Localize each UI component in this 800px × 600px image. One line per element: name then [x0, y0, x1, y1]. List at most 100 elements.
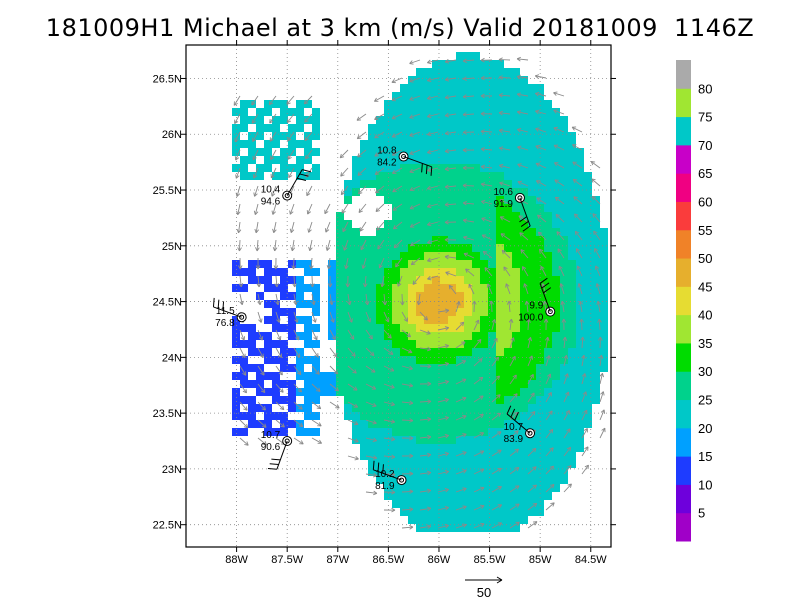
wind-cell: [376, 428, 384, 436]
wind-vector: [419, 311, 428, 321]
wind-cell: [464, 172, 472, 180]
wind-cell: [496, 300, 504, 308]
wind-vector-head: [496, 431, 502, 436]
wind-vector: [362, 257, 367, 269]
wind-cell: [296, 300, 304, 308]
wind-cell: [568, 220, 576, 228]
wind-vector-head: [546, 373, 552, 378]
wind-cell: [448, 284, 456, 292]
wind-vector-head: [252, 137, 257, 142]
wind-vector: [238, 221, 241, 233]
wind-vector: [427, 239, 439, 244]
wind-vector-head: [427, 452, 432, 458]
wind-cell: [592, 260, 600, 268]
wind-vector-head: [463, 252, 469, 257]
wind-cell: [528, 188, 536, 196]
wind-cell: [368, 260, 376, 268]
wind-cell: [528, 316, 536, 324]
wind-cell: [488, 428, 496, 436]
wind-cell: [464, 380, 472, 388]
wind-cell: [384, 132, 392, 140]
wind-cell: [560, 212, 568, 220]
wind-cell: [456, 380, 464, 388]
wind-vector: [401, 508, 414, 511]
wind-cell: [448, 140, 456, 148]
wind-cell: [496, 76, 504, 84]
wind-cell: [504, 204, 512, 212]
wind-vector-head: [316, 404, 322, 410]
wind-cell: [272, 388, 280, 396]
wind-cell: [464, 100, 472, 108]
wind-vector: [437, 452, 449, 457]
wind-cell: [512, 260, 520, 268]
wind-cell: [448, 516, 456, 524]
wind-cell: [576, 292, 584, 300]
wind-cell: [560, 268, 568, 276]
wind-vector-head: [296, 353, 301, 358]
wind-cell: [232, 108, 240, 116]
wind-cell: [488, 484, 496, 492]
wind-vector: [455, 321, 465, 331]
wind-vector-head: [274, 283, 279, 288]
wind-vector-head: [516, 110, 522, 115]
wind-cell: [400, 388, 408, 396]
wind-cell: [504, 332, 512, 340]
wind-cell: [560, 284, 568, 292]
wind-vector: [365, 437, 377, 442]
wind-vector: [535, 75, 547, 79]
wind-vector: [463, 252, 475, 259]
wind-vector: [409, 167, 421, 173]
wind-cell: [536, 476, 544, 484]
wind-cell: [560, 332, 568, 340]
wind-vector-head: [462, 433, 467, 438]
wind-cell: [400, 84, 408, 92]
wind-vector: [491, 449, 502, 457]
wind-cell: [384, 188, 392, 196]
wind-vector-head: [378, 263, 383, 269]
wind-cell: [360, 308, 368, 316]
wind-cell: [344, 412, 352, 420]
wind-cell: [504, 484, 512, 492]
wind-cell: [352, 268, 360, 276]
wind-cell: [512, 436, 520, 444]
wind-vector-head: [304, 136, 309, 141]
wind-cell: [488, 140, 496, 148]
wind-cell: [360, 436, 368, 444]
wind-vector: [239, 419, 249, 429]
wind-cell: [336, 324, 344, 332]
wind-vector: [275, 311, 280, 323]
wind-cell: [560, 444, 568, 452]
wind-cell: [312, 324, 320, 332]
wind-cell: [456, 428, 464, 436]
wind-cell: [312, 364, 320, 372]
wind-vector-head: [558, 265, 563, 271]
colorbar-segment: [676, 427, 691, 457]
wind-cell: [296, 332, 304, 340]
wind-cell: [568, 356, 576, 364]
wind-vector: [572, 144, 583, 151]
wind-cell: [504, 180, 512, 188]
wind-cell: [432, 452, 440, 460]
wind-cell: [576, 164, 584, 172]
wind-vector: [448, 285, 457, 295]
wind-cell: [424, 492, 432, 500]
wind-cell: [360, 324, 368, 332]
wind-cell: [552, 316, 560, 324]
wind-cell: [440, 172, 448, 180]
wind-cell: [312, 292, 320, 300]
wind-vector-head: [448, 284, 454, 290]
wind-cell: [568, 156, 576, 164]
wind-cell: [408, 500, 416, 508]
wind-cell: [360, 372, 368, 380]
wind-cell: [232, 316, 240, 324]
wind-vector: [257, 275, 260, 287]
wind-vector: [274, 239, 277, 251]
wind-cell: [512, 132, 520, 140]
wind-cell: [408, 420, 416, 428]
wind-cell: [352, 228, 360, 236]
wind-cell: [592, 332, 600, 340]
wind-cell: [480, 436, 488, 444]
wind-cell: [464, 68, 472, 76]
wind-vector-head: [516, 74, 521, 80]
wind-vector: [365, 419, 377, 424]
